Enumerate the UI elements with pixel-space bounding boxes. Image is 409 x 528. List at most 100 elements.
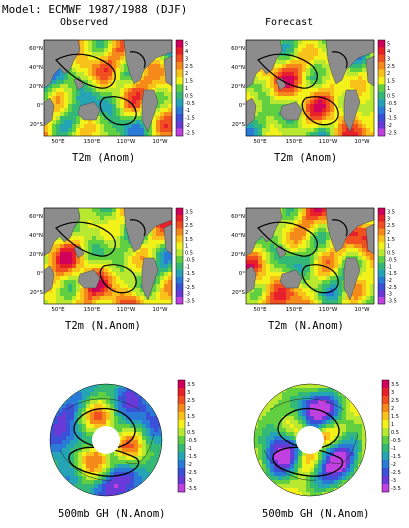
observed-t2m-anom-cell (116, 116, 121, 121)
observed-t2m-anom-cell (112, 56, 117, 61)
forecast-t2m-nanom-land-mass (245, 207, 283, 257)
forecast-t2m-nanom-cell (342, 296, 347, 301)
observed-500mb-gh-cell (50, 436, 55, 441)
observed-t2m-nanom-cell (100, 216, 105, 221)
forecast-500mb-gh-cell (286, 424, 291, 429)
observed-t2m-nanom-cell (168, 288, 173, 293)
forecast-t2m-nanom-cell (358, 300, 363, 305)
observed-500mb-gh-cell (158, 460, 162, 465)
forecast-500mb-gh-cell (286, 488, 291, 493)
observed-500mb-gh-cell (150, 396, 155, 401)
observed-t2m-nanom-cell (160, 276, 165, 281)
observed-500mb-gh-cell (130, 484, 135, 489)
forecast-t2m-anom-cell (314, 84, 319, 89)
forecast-t2m-nanom-cell (314, 216, 319, 221)
observed-500mb-gh-cell (74, 468, 79, 473)
observed-t2m-nanom-cell (108, 216, 113, 221)
observed-500mb-gh-cell (54, 416, 59, 421)
forecast-t2m-nanom-cell (286, 236, 291, 241)
forecast-t2m-anom-cell (362, 104, 367, 109)
forecast-t2m-anom-cell (278, 104, 283, 109)
observed-t2m-nanom-colorbar-swatch (176, 221, 183, 229)
forecast-500mb-gh-cell (318, 456, 323, 461)
observed-500mb-gh-cell (98, 488, 103, 493)
observed-t2m-anom-cell (68, 76, 73, 81)
forecast-t2m-nanom-cell (318, 240, 323, 245)
forecast-t2m-anom-cell (286, 84, 291, 89)
observed-t2m-anom-cell (88, 92, 93, 97)
observed-500mb-gh-cell (54, 468, 59, 473)
forecast-500mb-gh-cell (302, 468, 307, 473)
observed-500mb-gh-cell (106, 408, 111, 413)
forecast-500mb-gh-cell (326, 424, 331, 429)
observed-500mb-gh-cell (138, 432, 143, 437)
forecast-t2m-nanom-cell (314, 264, 319, 269)
observed-500mb-gh-colorbar-label: 2.5 (187, 398, 195, 404)
forecast-t2m-anom-lat-tick: 0° (239, 103, 245, 109)
forecast-500mb-gh-cell (302, 396, 307, 401)
forecast-500mb-gh-colorbar-label: 3 (391, 390, 394, 396)
forecast-t2m-anom-cell (290, 76, 295, 81)
forecast-500mb-gh-cell (338, 424, 343, 429)
forecast-500mb-gh-cell (334, 464, 339, 469)
forecast-t2m-nanom-cell (262, 252, 267, 257)
caption-observed-t2m-anom: T2m (Anom) (72, 152, 136, 164)
observed-500mb-gh-cell (130, 388, 135, 393)
observed-t2m-nanom-cell (80, 288, 85, 293)
forecast-500mb-gh-cell (314, 392, 319, 397)
observed-t2m-anom-cell (56, 116, 61, 121)
forecast-t2m-anom-cell (326, 92, 331, 97)
forecast-500mb-gh-cell (278, 444, 283, 449)
forecast-t2m-anom-cell (366, 116, 371, 121)
observed-t2m-nanom-contours (55, 219, 146, 294)
forecast-500mb-gh-cell (282, 492, 287, 496)
forecast-t2m-nanom-cell (322, 256, 327, 261)
observed-t2m-nanom-cell (56, 272, 61, 277)
observed-t2m-nanom-cell (156, 260, 161, 265)
forecast-500mb-gh-cell (310, 452, 315, 457)
forecast-500mb-gh-cell (338, 436, 343, 441)
observed-t2m-nanom-cell (96, 256, 101, 261)
observed-t2m-nanom-cell (56, 248, 61, 253)
forecast-t2m-anom-cell (338, 88, 343, 93)
forecast-t2m-anom-cell (286, 92, 291, 97)
forecast-500mb-gh-cell (326, 444, 331, 449)
forecast-t2m-anom-cell (254, 96, 259, 101)
observed-t2m-nanom-cell (72, 272, 77, 277)
observed-t2m-anom-cell (56, 72, 61, 77)
forecast-t2m-anom-cell (330, 88, 335, 93)
forecast-500mb-gh-colorbar-label: 2 (391, 406, 394, 412)
observed-500mb-gh-cell (78, 480, 83, 485)
observed-t2m-nanom-cell (124, 292, 129, 297)
forecast-500mb-gh-cell (258, 460, 263, 465)
observed-t2m-nanom-cell (124, 248, 129, 253)
observed-t2m-nanom-colorbar-label: 3 (185, 216, 188, 222)
forecast-t2m-anom-cell (302, 104, 307, 109)
forecast-t2m-nanom-cell (362, 256, 367, 261)
observed-t2m-nanom-cell (84, 220, 89, 225)
observed-500mb-gh-cell (106, 400, 111, 405)
observed-t2m-nanom-cell (96, 232, 101, 237)
observed-500mb-gh-cell (154, 388, 159, 393)
observed-500mb-gh-cell (94, 404, 99, 409)
observed-t2m-anom-cell (120, 112, 125, 117)
forecast-t2m-nanom-cell (294, 236, 299, 241)
observed-t2m-nanom-contour (129, 219, 146, 237)
forecast-t2m-anom-cell (314, 104, 319, 109)
observed-t2m-nanom-cell (164, 280, 169, 285)
observed-500mb-gh-cell (66, 456, 71, 461)
forecast-500mb-gh-cell (358, 488, 363, 493)
observed-500mb-gh-cell (114, 400, 119, 405)
forecast-t2m-nanom-colorbar-label: -1 (387, 264, 392, 270)
forecast-t2m-anom-cell (254, 76, 259, 81)
observed-500mb-gh-cell (154, 424, 159, 429)
forecast-t2m-anom-cell (282, 128, 287, 133)
forecast-500mb-gh-cell (306, 468, 311, 473)
forecast-500mb-gh-cell (278, 480, 283, 485)
observed-t2m-anom-cell (84, 96, 89, 101)
forecast-500mb-gh-cell (266, 432, 271, 437)
forecast-t2m-nanom-cell (246, 296, 251, 301)
forecast-t2m-nanom-cell (258, 260, 263, 265)
observed-t2m-anom-cell (108, 68, 113, 73)
forecast-500mb-gh-colorbar-swatch (382, 420, 389, 429)
